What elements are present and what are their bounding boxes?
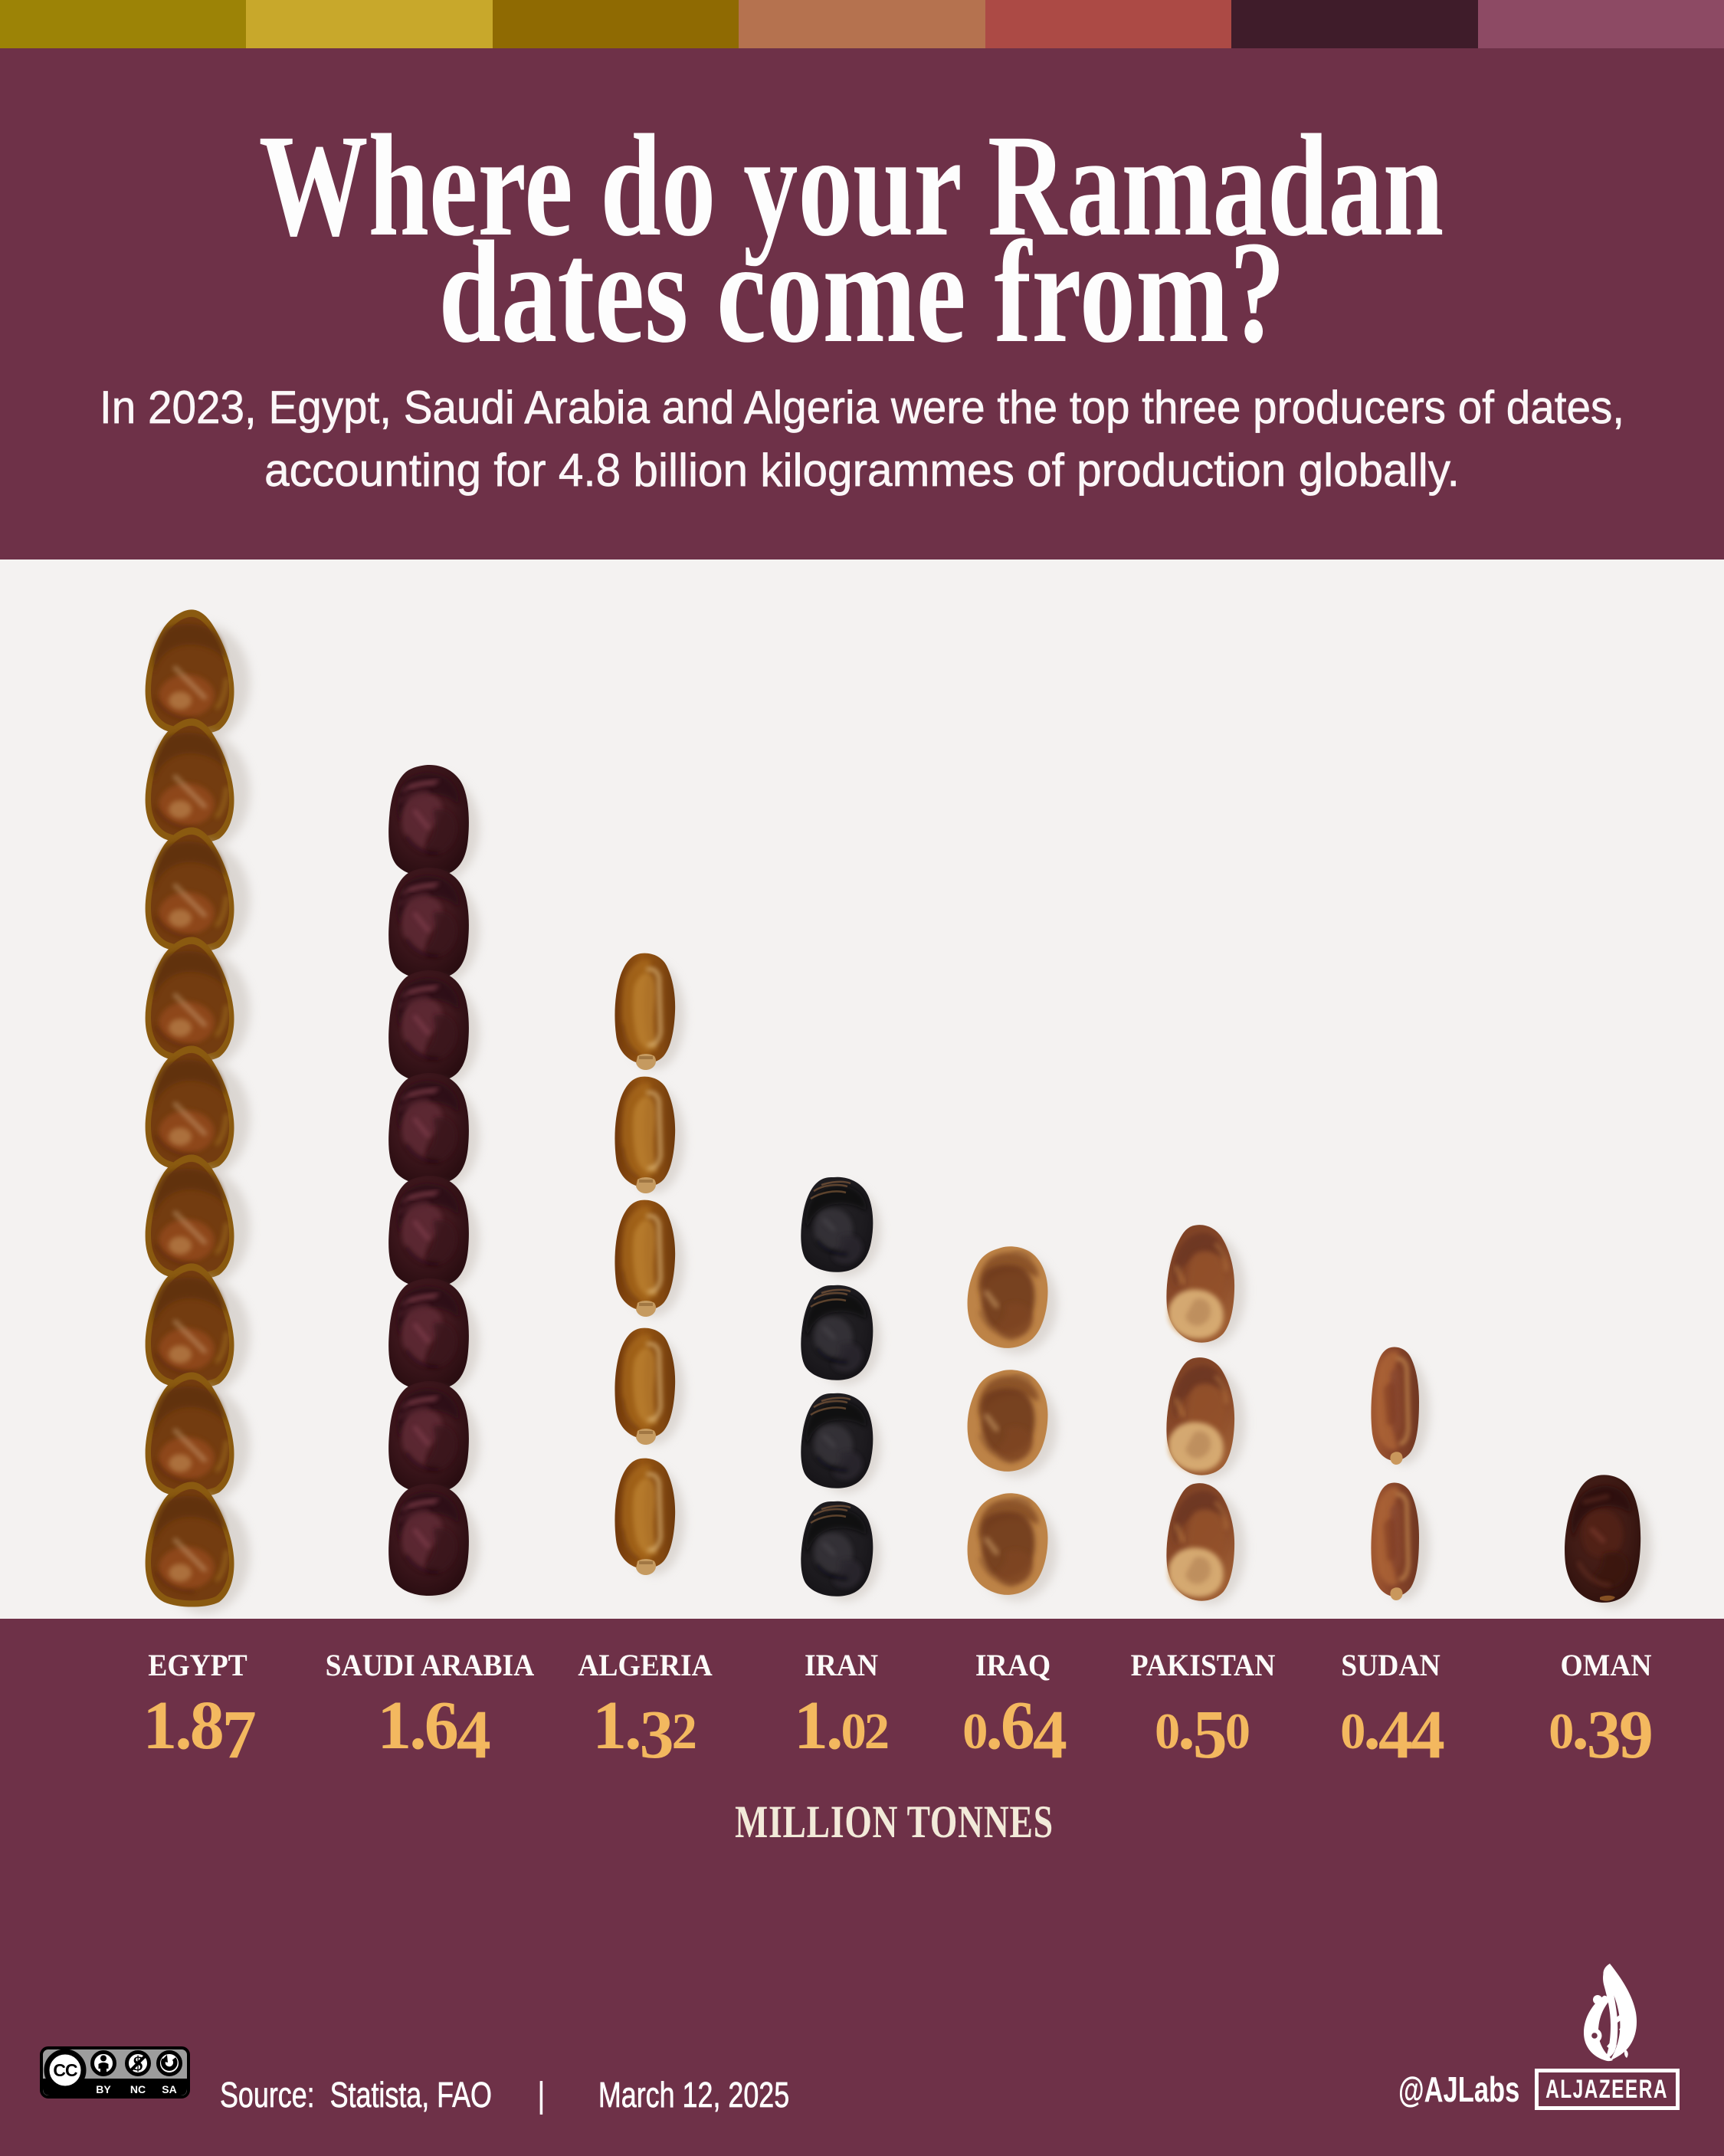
svg-text:BY: BY xyxy=(96,2083,111,2095)
svg-text:SA: SA xyxy=(162,2083,176,2095)
svg-text:CC: CC xyxy=(53,2060,77,2080)
svg-text:NC: NC xyxy=(130,2083,146,2095)
